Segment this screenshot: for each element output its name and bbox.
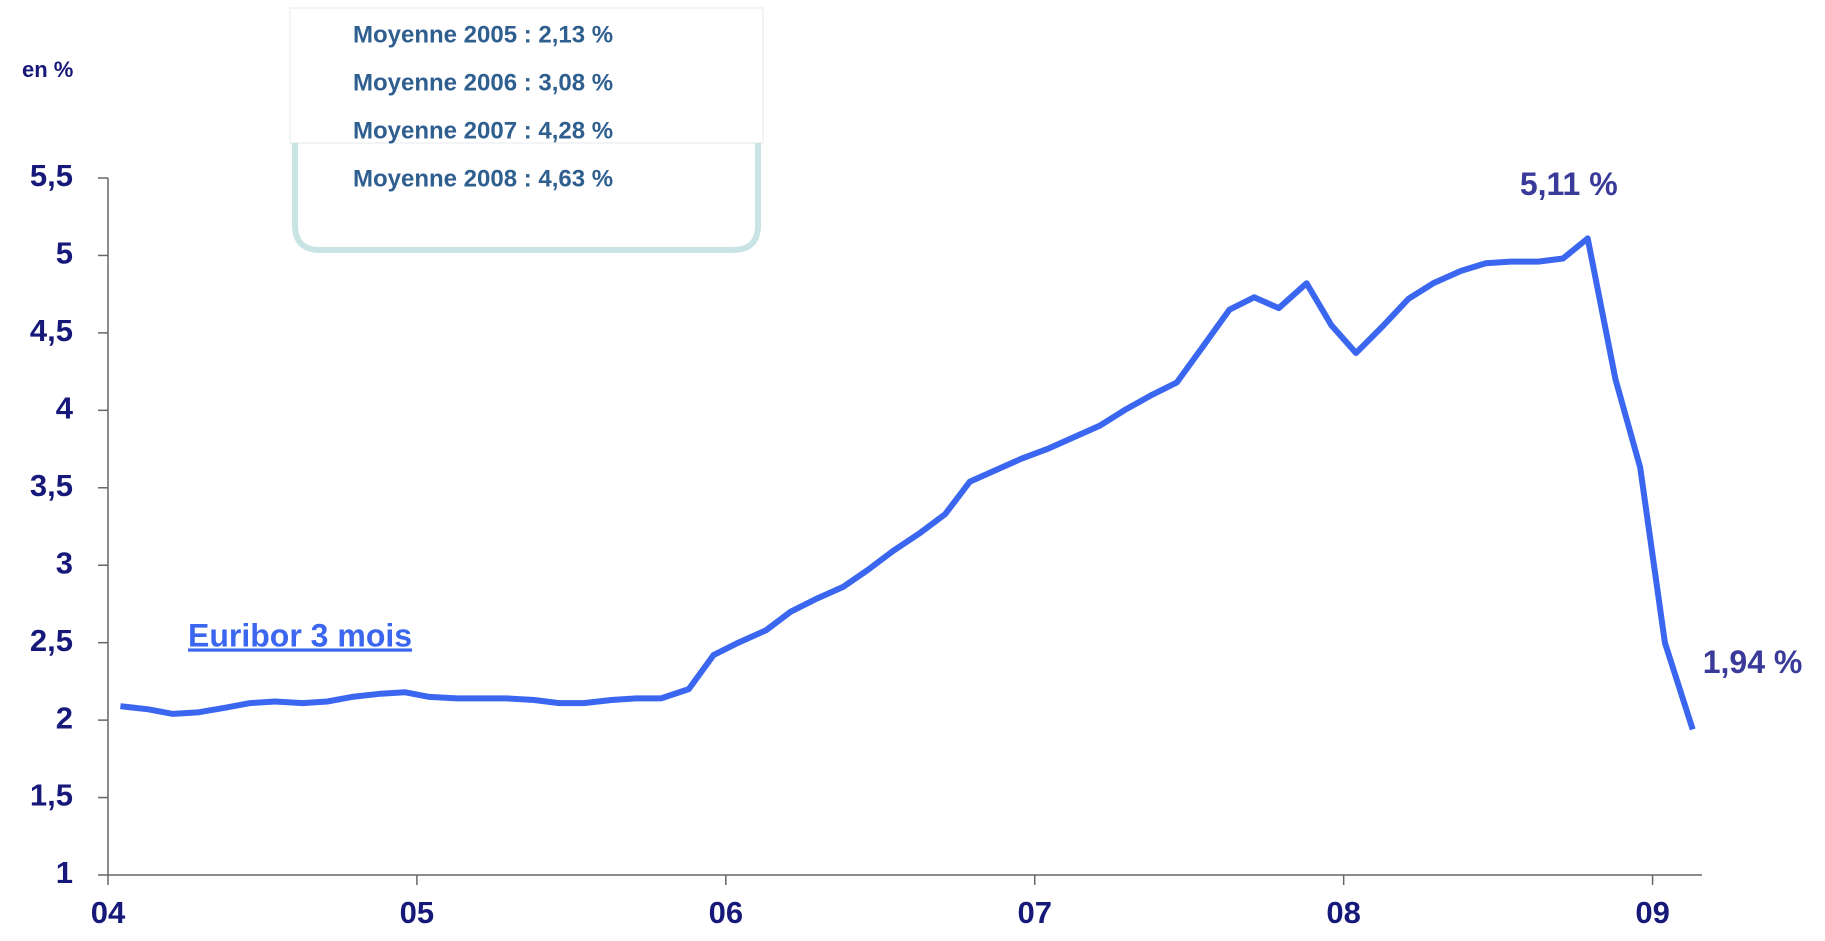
- annotation: Moyenne 2007 : 4,28 %: [353, 117, 613, 144]
- y-tick-label: 1,5: [30, 778, 73, 813]
- y-tick-label: 3: [56, 545, 73, 580]
- x-tick-label: 06: [709, 895, 743, 930]
- annotation: Moyenne 2006 : 3,08 %: [353, 69, 613, 96]
- x-tick-label: 05: [400, 895, 434, 930]
- y-tick-label: 4,5: [30, 313, 73, 348]
- annotation-frame: [292, 143, 761, 253]
- y-tick-label: 5: [56, 236, 73, 271]
- y-tick-label: 2,5: [30, 623, 73, 658]
- annotation: Moyenne 2005 : 2,13 %: [353, 21, 613, 48]
- data-line: [120, 235, 1696, 731]
- y-tick-label: 5,5: [30, 158, 73, 193]
- series-label: Euribor 3 mois: [188, 617, 412, 653]
- x-tick-label: 07: [1018, 895, 1052, 930]
- x-tick-label: 04: [91, 895, 126, 930]
- y-tick-label: 3,5: [30, 468, 73, 503]
- data-label: 5,11 %: [1520, 166, 1618, 202]
- y-tick-label: 2: [56, 700, 73, 735]
- annotation: Moyenne 2008 : 4,63 %: [353, 165, 613, 192]
- x-tick-label: 08: [1326, 895, 1360, 930]
- y-axis-label: en %: [22, 57, 73, 82]
- y-tick-label: 4: [56, 391, 74, 426]
- x-tick-label: 09: [1635, 895, 1669, 930]
- y-tick-label: 1: [56, 855, 73, 890]
- annotation-box: [289, 7, 764, 144]
- data-label: 1,94 %: [1703, 644, 1803, 680]
